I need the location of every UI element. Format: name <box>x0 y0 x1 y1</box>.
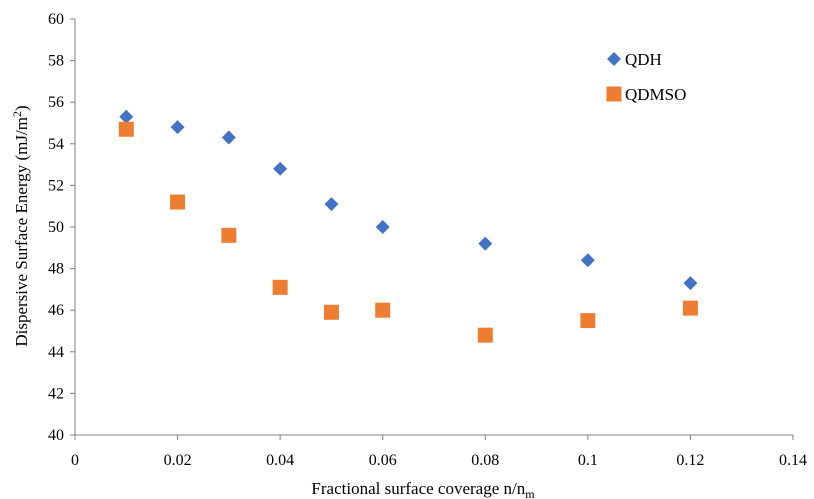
y-tick-label: 44 <box>48 344 64 361</box>
qdmso-point <box>580 313 596 329</box>
qdh-point <box>683 276 698 291</box>
y-axis-ticks: 40 42 44 46 48 50 52 54 56 58 60 <box>48 11 75 444</box>
qdmso-point <box>323 304 339 320</box>
qdh-point <box>375 220 390 234</box>
y-tick-label: 60 <box>48 11 64 28</box>
legend-qdmso-marker <box>606 86 622 102</box>
qdmso-point <box>682 300 698 316</box>
axes <box>74 19 793 436</box>
qdmso-point <box>118 121 134 137</box>
legend-qdh-label: QDH <box>625 50 662 69</box>
y-tick-label: 48 <box>48 261 64 278</box>
y-tick-label: 42 <box>48 385 64 402</box>
y-tick-label: 56 <box>48 94 64 111</box>
data-points <box>118 109 698 343</box>
y-axis-title-close: ) <box>12 105 31 111</box>
y-tick-label: 52 <box>48 177 64 194</box>
series-qdh <box>119 109 698 291</box>
qdmso-point <box>272 279 288 295</box>
x-tick-label: 0.02 <box>164 452 192 469</box>
qdh-point <box>580 253 595 268</box>
x-tick-label: 0.14 <box>779 452 807 469</box>
qdh-point <box>119 109 134 124</box>
x-axis-ticks: 0 0.02 0.04 0.06 0.08 0.1 0.12 0.14 <box>71 435 807 469</box>
qdmso-point <box>375 302 391 318</box>
qdh-point <box>221 130 236 145</box>
x-tick-label: 0 <box>71 452 79 469</box>
x-tick-label: 0.04 <box>266 452 294 469</box>
qdmso-point <box>221 227 237 243</box>
y-tick-label: 40 <box>48 427 64 444</box>
legend-qdmso-label: QDMSO <box>625 85 686 104</box>
legend-qdh-marker <box>607 52 621 66</box>
y-axis-title-superscript: 2 <box>10 111 24 117</box>
qdmso-point <box>170 194 186 210</box>
legend: QDH QDMSO <box>606 50 686 104</box>
qdh-point <box>170 120 185 135</box>
y-tick-label: 50 <box>48 219 64 236</box>
x-tick-label: 0.1 <box>578 452 598 469</box>
x-axis-title-subscript: m <box>525 487 535 499</box>
y-axis-title: Dispersive Surface Energy (mJ/m2) <box>10 105 31 346</box>
x-tick-label: 0.06 <box>369 452 397 469</box>
x-axis-title: Fractional surface coverage n/nm <box>311 479 535 499</box>
qdh-point <box>273 161 288 176</box>
qdh-point <box>478 236 493 251</box>
y-tick-label: 54 <box>48 136 64 153</box>
y-tick-label: 58 <box>48 53 64 70</box>
y-tick-label: 46 <box>48 302 64 319</box>
series-qdmso <box>118 121 698 343</box>
qdmso-point <box>477 327 493 343</box>
x-tick-label: 0.12 <box>676 452 704 469</box>
x-tick-label: 0.08 <box>471 452 499 469</box>
qdh-point <box>324 197 339 212</box>
